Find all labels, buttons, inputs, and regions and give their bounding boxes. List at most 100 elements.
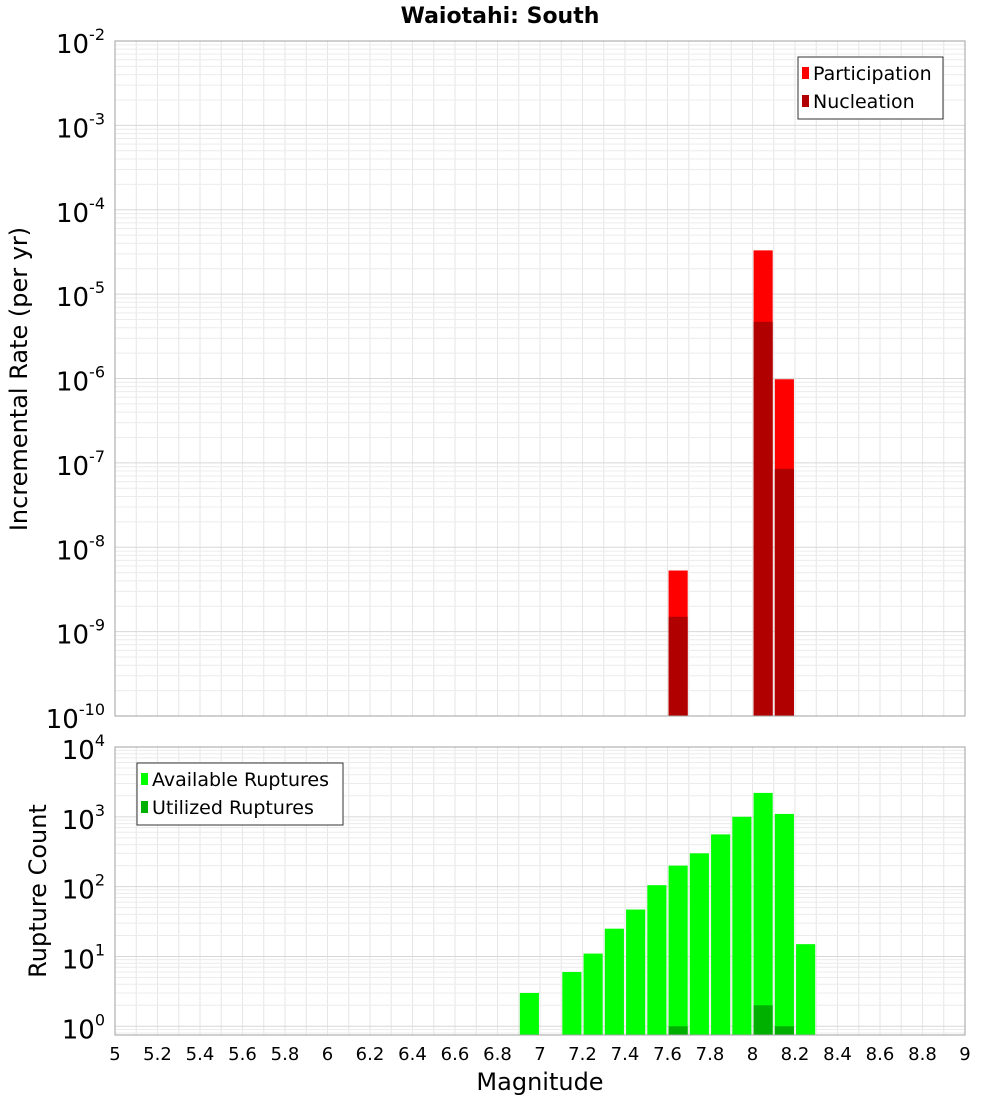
y-tick-base: 10 (46, 705, 79, 735)
x-tick-label: 5.6 (228, 1044, 257, 1065)
y-tick-base: 10 (56, 199, 89, 229)
y-tick-label: 10-9 (56, 616, 105, 651)
y-tick-base: 10 (62, 945, 95, 975)
x-tick-label: 8.6 (866, 1044, 895, 1065)
bar (774, 1026, 794, 1035)
bar (668, 616, 688, 716)
y-tick-label: 10-5 (56, 278, 105, 313)
rate-panel: 10-1010-910-810-710-610-510-410-310-2Par… (46, 25, 966, 735)
bar (562, 971, 582, 1035)
y-tick-label: 104 (62, 731, 105, 766)
y-tick-exponent: -10 (79, 700, 105, 719)
legend-label: Nucleation (813, 91, 915, 113)
y-tick-label: 10-3 (56, 109, 105, 144)
x-tick-label: 5.2 (143, 1044, 172, 1065)
series-nucleation (668, 321, 794, 716)
bar (753, 321, 773, 716)
y-tick-exponent: -3 (89, 109, 105, 128)
y-tick-exponent: -9 (89, 616, 105, 635)
x-tick-label: 6.2 (356, 1044, 385, 1065)
x-tick-label: 7.8 (696, 1044, 725, 1065)
y-tick-base: 10 (56, 283, 89, 313)
x-tick-label: 5 (109, 1044, 120, 1065)
legend-box (136, 762, 344, 826)
bar (519, 992, 539, 1035)
y-tick-base: 10 (62, 736, 95, 766)
bar (626, 909, 646, 1035)
grid-lines (114, 40, 966, 717)
legend-swatch (802, 95, 809, 107)
bar (732, 816, 752, 1035)
x-tick-label: 7.2 (568, 1044, 597, 1065)
y-tick-label: 10-6 (56, 363, 105, 398)
y-tick-exponent: -8 (89, 531, 105, 550)
y-tick-base: 10 (62, 806, 95, 836)
y-tick-exponent: 0 (95, 1010, 105, 1029)
bar (753, 1005, 773, 1035)
y-tick-exponent: -4 (89, 194, 105, 213)
y-tick-label: 10-2 (56, 25, 105, 60)
bar (711, 834, 731, 1035)
y-tick-exponent: 1 (95, 940, 105, 959)
rate-panel-y-axis-label: Incremental Rate (per yr) (5, 227, 33, 531)
y-tick-exponent: 3 (95, 801, 105, 820)
y-tick-base: 10 (56, 536, 89, 566)
x-tick-label: 5.4 (186, 1044, 215, 1065)
y-tick-exponent: -5 (89, 278, 105, 297)
x-tick-label: 7.6 (653, 1044, 682, 1065)
y-tick-exponent: 4 (95, 731, 105, 750)
x-tick-label: 7.4 (611, 1044, 640, 1065)
x-tick-label: 8.4 (823, 1044, 852, 1065)
x-tick-label: 6.4 (398, 1044, 427, 1065)
x-tick-label: 7 (534, 1044, 545, 1065)
y-tick-exponent: -2 (89, 25, 105, 44)
legend: Participation Nucleation (797, 56, 944, 120)
x-tick-label: 8 (747, 1044, 758, 1065)
x-axis-label: Magnitude (476, 1068, 603, 1096)
y-tick-label: 10-4 (56, 194, 105, 229)
y-tick-label: 10-10 (46, 700, 105, 735)
y-tick-base: 10 (56, 30, 89, 60)
bar (796, 944, 816, 1035)
y-tick-exponent: 2 (95, 871, 105, 890)
bar (647, 885, 667, 1035)
x-tick-label: 8.2 (781, 1044, 810, 1065)
y-tick-label: 100 (62, 1010, 105, 1045)
x-tick-label: 6.8 (483, 1044, 512, 1065)
y-tick-label: 10-8 (56, 531, 105, 566)
x-tick-label: 6.6 (441, 1044, 470, 1065)
legend-swatch (141, 773, 148, 785)
y-tick-base: 10 (56, 621, 89, 651)
x-tick-label: 6 (322, 1044, 333, 1065)
y-tick-label: 103 (62, 801, 105, 836)
legend-label: Participation (813, 63, 932, 85)
y-tick-exponent: -6 (89, 363, 105, 382)
bar (668, 865, 688, 1035)
count-panel-y-axis-label: Rupture Count (24, 804, 52, 978)
plot-frame (114, 746, 966, 1036)
y-tick-base: 10 (62, 876, 95, 906)
bar (753, 792, 773, 1035)
bar (583, 953, 603, 1035)
x-tick-label: 9 (959, 1044, 970, 1065)
plot-frame (114, 40, 966, 717)
chart-title: Waiotahi: South (401, 4, 600, 29)
bar (689, 853, 709, 1035)
legend-box (797, 56, 944, 120)
y-tick-base: 10 (56, 452, 89, 482)
legend-label: Available Ruptures (152, 769, 329, 791)
y-tick-label: 102 (62, 871, 105, 906)
series-utilized-ruptures (668, 1005, 794, 1035)
y-tick-base: 10 (56, 368, 89, 398)
x-tick-label: 8.8 (908, 1044, 937, 1065)
y-tick-base: 10 (56, 114, 89, 144)
series-available-ruptures (519, 792, 816, 1035)
x-tick-label: 5.8 (271, 1044, 300, 1065)
bar (774, 813, 794, 1035)
bar (774, 468, 794, 716)
y-tick-label: 10-7 (56, 447, 105, 482)
legend-label: Utilized Ruptures (152, 797, 314, 819)
